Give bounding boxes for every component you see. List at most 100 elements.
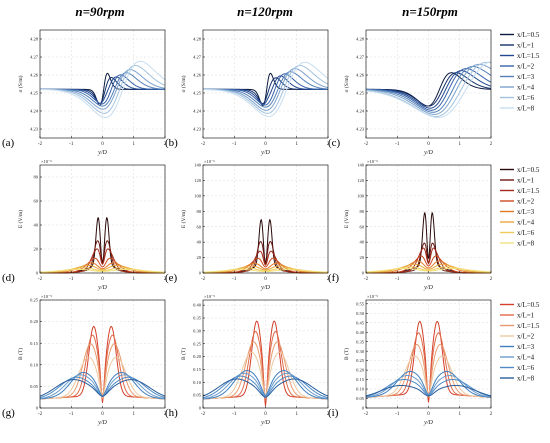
series-line	[202, 351, 329, 400]
x-tick-label: -1	[69, 412, 74, 417]
x-axis-label: y/D	[97, 150, 107, 156]
legend: x/L=0.5 x/L=1 x/L=1.5 x/L=2 x/L=3 x/L=4 x/L=6 x…	[500, 301, 540, 383]
x-tick-label: 1	[459, 142, 462, 147]
series-line	[202, 61, 329, 117]
x-tick-label: 2	[164, 277, 167, 282]
legend-label: x/L=4	[517, 354, 535, 362]
y-tick-label: 4.25	[30, 91, 39, 96]
series-line	[365, 384, 492, 397]
x-tick-label: -2	[364, 412, 369, 417]
panel-label: (d)	[2, 272, 15, 284]
legend-label: x/L=8	[517, 105, 535, 113]
x-tick-label: 0	[264, 142, 267, 147]
x-axis-label: y/D	[97, 420, 107, 426]
panel-label: (g)	[2, 407, 15, 419]
series-line	[365, 63, 492, 115]
y-tick-label: 0.25	[30, 298, 39, 303]
y-tick-label: 4.23	[356, 127, 365, 132]
x-tick-label: -1	[69, 277, 74, 282]
series-line	[202, 265, 329, 274]
legend-label: x/L=1.5	[517, 187, 540, 195]
axis-multiplier: ×10⁻⁶	[367, 159, 378, 164]
x-tick-label: -1	[395, 412, 400, 417]
legend-label: x/L=0.5	[517, 31, 540, 39]
x-tick-label: -2	[364, 142, 369, 147]
y-axis-label: E (V/m)	[180, 210, 187, 228]
legend-label: x/L=4	[517, 219, 535, 227]
y-tick-label: 4.27	[193, 55, 202, 60]
y-tick-label: 120	[194, 178, 202, 183]
y-tick-label: 4.27	[30, 55, 39, 60]
x-tick-label: -2	[364, 277, 369, 282]
y-tick-label: 0.30	[356, 349, 365, 354]
y-tick-label: 40	[34, 223, 39, 228]
x-tick-label: -2	[38, 142, 43, 147]
y-tick-label: 4.25	[193, 91, 202, 96]
x-tick-label: 2	[164, 412, 167, 417]
series-line	[365, 65, 492, 113]
y-tick-label: 0.20	[30, 319, 39, 324]
x-tick-label: -1	[395, 277, 400, 282]
y-tick-label: 0.05	[193, 393, 202, 398]
x-tick-label: 1	[296, 412, 299, 417]
y-tick-label: 0.10	[30, 362, 39, 367]
panel-label: (c)	[328, 137, 341, 149]
legend-label: x/L=8	[517, 375, 535, 383]
x-tick-label: 1	[296, 142, 299, 147]
y-tick-label: 0.30	[193, 328, 202, 333]
y-tick-label: 0.20	[193, 354, 202, 359]
series-line	[39, 64, 166, 114]
x-tick-label: -2	[201, 277, 206, 282]
y-tick-label: 60	[360, 224, 365, 229]
legend-label: x/L=6	[517, 94, 535, 102]
x-tick-label: 1	[296, 277, 299, 282]
x-tick-label: 0	[101, 412, 104, 417]
axis-multiplier: ×10⁻⁶	[204, 159, 215, 164]
y-tick-label: 0	[199, 271, 202, 276]
y-tick-label: 0.20	[356, 368, 365, 373]
panel-a: -2 -1 0 1 2 4.23 4.24 4.25 4.26 4.27 4.28 y/D σ (S/m…	[2, 29, 167, 156]
y-tick-label: 140	[357, 163, 365, 168]
y-tick-label: 0.05	[30, 384, 39, 389]
y-tick-label: 4.24	[356, 109, 365, 114]
y-tick-label: 80	[34, 175, 39, 180]
x-tick-label: -1	[232, 277, 237, 282]
y-tick-label: 0	[36, 406, 39, 411]
y-axis-label: E (V/m)	[17, 210, 24, 228]
x-tick-label: 2	[327, 142, 330, 147]
legend-label: x/L=2	[517, 63, 535, 71]
y-tick-label: 0	[362, 271, 365, 276]
x-tick-label: 2	[164, 142, 167, 147]
series-line	[39, 356, 166, 400]
series-line	[40, 262, 165, 274]
x-tick-label: 2	[327, 277, 330, 282]
x-tick-label: 2	[490, 142, 493, 147]
x-tick-label: 1	[133, 412, 136, 417]
y-tick-label: 0.45	[356, 320, 365, 325]
y-tick-label: 0.05	[356, 396, 365, 401]
y-axis-label: σ (S/m)	[343, 75, 350, 92]
x-axis-label: y/D	[260, 285, 270, 291]
panel-c: -2 -1 0 1 2 4.23 4.24 4.25 4.26 4.27 4.28 y/D σ (S/m…	[328, 29, 540, 156]
x-axis-label: y/D	[423, 285, 433, 291]
x-tick-label: 1	[459, 277, 462, 282]
legend-label: x/L=4	[517, 84, 535, 92]
legend-label: x/L=1.5	[517, 52, 540, 60]
series-line	[365, 263, 492, 274]
legend-label: x/L=2	[517, 198, 535, 206]
y-tick-label: 60	[34, 199, 39, 204]
legend-label: x/L=1	[517, 42, 535, 50]
x-tick-label: 1	[133, 277, 136, 282]
y-tick-label: 140	[194, 163, 202, 168]
x-tick-label: -2	[201, 142, 206, 147]
legend-label: x/L=3	[517, 73, 535, 81]
x-tick-label: 0	[264, 412, 267, 417]
y-tick-label: 0.35	[356, 339, 365, 344]
panel-label: (a)	[2, 137, 15, 149]
x-tick-label: 2	[327, 412, 330, 417]
legend-label: x/L=1	[517, 312, 535, 320]
